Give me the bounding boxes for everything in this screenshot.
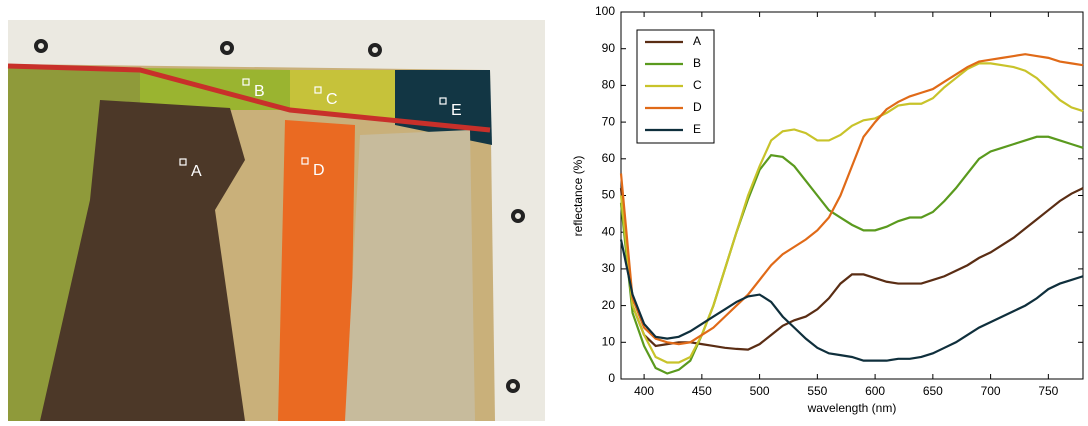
sample-label: C: [326, 91, 338, 108]
x-tick-label: 750: [1038, 384, 1058, 398]
y-tick-label: 50: [602, 188, 616, 202]
x-tick-label: 400: [634, 384, 654, 398]
y-tick-label: 70: [602, 114, 616, 128]
x-tick-label: 450: [692, 384, 712, 398]
painting-area: [40, 100, 245, 421]
y-tick-label: 20: [602, 298, 616, 312]
painting-photo: A B C D E: [7, 20, 545, 421]
data-line: [619, 62, 1084, 364]
x-tick-label: 600: [865, 384, 885, 398]
sample-label: E: [451, 102, 462, 119]
y-axis-label: reflectance (%): [571, 156, 585, 237]
legend-label: D: [693, 100, 702, 114]
painting-stroke: [7, 63, 491, 133]
legend-label: B: [693, 56, 701, 70]
legend-label: C: [693, 78, 702, 92]
y-tick-label: 40: [602, 224, 616, 238]
painting-area: [290, 70, 395, 118]
y-tick-label: 90: [602, 41, 616, 55]
y-tick-label: 60: [602, 151, 616, 165]
painting-area: [345, 130, 475, 421]
sample-label: B: [254, 83, 265, 100]
sample-label: A: [191, 163, 202, 180]
y-tick-label: 100: [595, 4, 615, 18]
x-axis-label: wavelength (nm): [807, 401, 897, 415]
legend-label: E: [693, 122, 701, 136]
sample-markers: [179, 78, 447, 166]
x-tick-label: 650: [923, 384, 943, 398]
painting-area: [278, 120, 355, 421]
data-line: [619, 53, 1084, 346]
y-tick-label: 0: [608, 371, 615, 385]
x-tick-label: 550: [807, 384, 827, 398]
y-tick-label: 10: [602, 334, 616, 348]
grommets: [34, 39, 525, 393]
x-tick-label: 700: [981, 384, 1001, 398]
legend-label: A: [693, 34, 701, 48]
data-line: [619, 239, 1084, 362]
sample-label: D: [313, 162, 325, 179]
y-tick-label: 30: [602, 261, 616, 275]
y-tick-label: 80: [602, 78, 616, 92]
x-tick-label: 500: [750, 384, 770, 398]
